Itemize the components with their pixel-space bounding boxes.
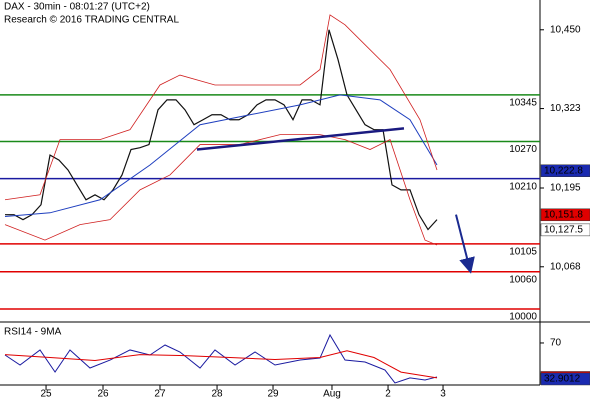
value-tag <box>540 208 590 222</box>
x-tick-label: 27 <box>154 389 166 400</box>
series-line <box>4 350 438 379</box>
y-tick-label: 10,068 <box>550 261 581 272</box>
y-tick-label: 10,323 <box>550 103 581 114</box>
value-tag-label: 32.9012 <box>544 374 581 385</box>
series-line <box>5 29 438 231</box>
level-label: 10000 <box>509 312 537 323</box>
value-tag <box>540 372 590 386</box>
x-tick-label: 28 <box>211 389 223 400</box>
x-tick-label: 3 <box>440 389 446 400</box>
x-tick-label: 26 <box>97 389 109 400</box>
level-label: 10210 <box>509 181 537 192</box>
y-tick-label: 70 <box>550 338 562 349</box>
series-line <box>4 14 438 201</box>
x-tick-label: 25 <box>40 389 52 400</box>
level-label: 10270 <box>509 144 537 155</box>
level-label: 10105 <box>509 246 537 257</box>
chart-title: DAX - 30min - 08:01:27 (UTC+2) <box>4 2 150 13</box>
value-tag <box>540 164 590 177</box>
y-tick-label: 10,450 <box>550 24 581 35</box>
rsi-title: RSI14 - 9MA <box>4 327 62 338</box>
value-tag-label: 10,222.8 <box>544 165 583 176</box>
x-tick-label: 29 <box>267 389 279 400</box>
x-tick-label: 2 <box>385 389 391 400</box>
forecast-arrow <box>455 214 475 274</box>
series-line <box>4 94 438 218</box>
value-tag-label: 10,151.8 <box>544 209 583 220</box>
level-label: 10060 <box>509 274 537 285</box>
value-tag-label: 10,127.5 <box>544 225 583 236</box>
y-tick-label: 10,195 <box>550 183 581 194</box>
value-tag <box>540 223 590 237</box>
trendline <box>196 127 405 151</box>
x-tick-label: Aug <box>323 389 341 400</box>
level-label: 10345 <box>509 98 537 109</box>
series-line <box>4 134 438 246</box>
chart-subtitle: Research © 2016 TRADING CENTRAL <box>4 15 179 26</box>
